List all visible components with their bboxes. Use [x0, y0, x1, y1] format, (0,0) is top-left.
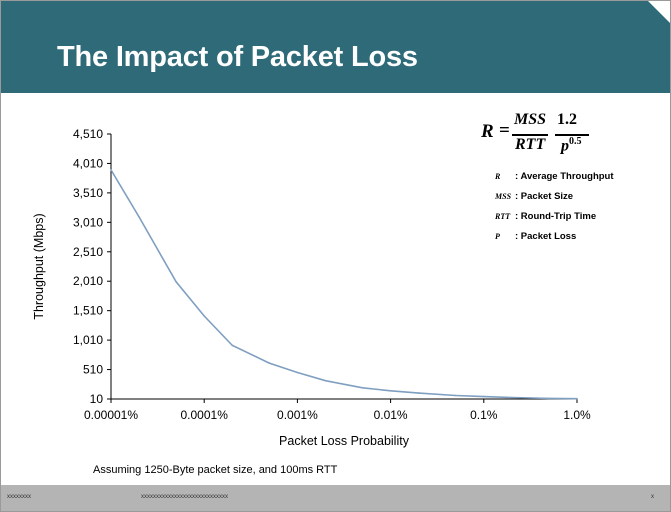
assumption-note: Assuming 1250-Byte packet size, and 100m… — [93, 464, 338, 476]
data-point — [576, 397, 578, 400]
legend-symbol: MSS — [495, 192, 512, 201]
legend-row-mss: MSS: Packet Size — [495, 191, 614, 211]
data-point — [454, 394, 457, 397]
x-tick-label: 0.01% — [374, 408, 408, 422]
data-point — [361, 387, 364, 389]
x-tick-label: 0.00001% — [84, 408, 138, 422]
title-bar: The Impact of Packet Loss — [1, 1, 670, 93]
data-point — [138, 216, 140, 218]
footer-page-number: x — [651, 494, 654, 500]
x-tick-label: 1.0% — [563, 408, 591, 422]
formula-rtt: RTT — [515, 136, 546, 153]
data-point — [203, 315, 205, 317]
x-axis-label: Packet Loss Probability — [279, 434, 410, 448]
legend-text: : Packet Size — [515, 191, 574, 202]
y-tick-label: 3,010 — [73, 215, 103, 229]
legend-symbol: R — [495, 172, 501, 181]
data-point — [511, 396, 513, 399]
y-tick-label: 2,010 — [73, 274, 103, 288]
x-tick-label: 0.1% — [470, 408, 498, 422]
formula-constant: 1.2 — [557, 111, 577, 128]
formula-mss: MSS — [514, 111, 547, 128]
y-tick-label: 510 — [83, 363, 103, 377]
footer-left-text: xxxxxxxx — [7, 494, 31, 500]
y-tick-label: 3,510 — [73, 186, 103, 200]
y-tick-label: 1,510 — [73, 304, 103, 318]
y-axis-ticks: 4,510 4,010 3,510 3,010 2,510 2,010 1,510 1,010… — [73, 127, 111, 406]
legend-row-r: R : Average Throughput — [495, 171, 614, 191]
data-point — [389, 390, 392, 392]
formula-lhs: R — [481, 121, 494, 142]
data-point — [175, 281, 177, 283]
legend-symbol: P — [495, 232, 500, 241]
data-point — [548, 397, 550, 400]
data-point — [483, 395, 485, 398]
legend-row-p: P : Packet Loss — [495, 231, 614, 251]
formula-fraction-bar-right — [555, 134, 589, 136]
legend-row-rtt: RTT : Round-Trip Time — [495, 211, 614, 231]
x-tick-label: 0.001% — [277, 408, 318, 422]
data-point — [296, 371, 299, 374]
y-tick-label: 2,510 — [73, 245, 103, 259]
throughput-chart: 4,510 4,010 3,510 3,010 2,510 2,010 1,510 1,010… — [32, 127, 591, 448]
legend-symbol: RTT — [495, 212, 511, 221]
formula-fraction-bar-left — [512, 134, 548, 136]
x-tick-label: 0.0001% — [181, 408, 229, 422]
y-tick-label: 10 — [90, 392, 104, 406]
data-point — [110, 169, 112, 171]
title-bar-corner — [648, 1, 670, 23]
y-tick-label: 1,010 — [73, 333, 103, 347]
formula-p: p — [561, 137, 569, 155]
formula-exponent: 0.5 — [569, 136, 582, 147]
y-axis-label: Throughput (Mbps) — [32, 213, 46, 319]
formula-p-term: p0.5 — [561, 136, 582, 155]
formula-legend: R : Average Throughput MSS: Packet Size R… — [495, 171, 614, 251]
x-axis-ticks: 0.00001% 0.0001% 0.001% 0.01% 0.1% 1.0% — [84, 399, 591, 422]
data-points — [110, 169, 578, 400]
formula-equals: = — [499, 120, 510, 141]
data-point — [417, 392, 420, 394]
footer-bar: xxxxxxxx xxxxxxxxxxxxxxxxxxxxxxxxxxxxx x — [1, 485, 670, 511]
legend-text: : Average Throughput — [515, 171, 614, 182]
data-point — [324, 379, 327, 382]
y-tick-label: 4,010 — [73, 156, 103, 170]
legend-text: : Packet Loss — [515, 231, 577, 242]
legend-text: : Round-Trip Time — [515, 211, 597, 222]
footer-copyright: xxxxxxxxxxxxxxxxxxxxxxxxxxxxx — [141, 494, 228, 500]
slide-title: The Impact of Packet Loss — [57, 41, 418, 73]
y-tick-label: 4,510 — [73, 127, 103, 141]
throughput-formula: R = MSS RTT 1.2 p0.5 — [477, 109, 607, 165]
throughput-curve — [110, 169, 578, 400]
data-point — [231, 344, 234, 347]
data-point — [268, 362, 271, 364]
